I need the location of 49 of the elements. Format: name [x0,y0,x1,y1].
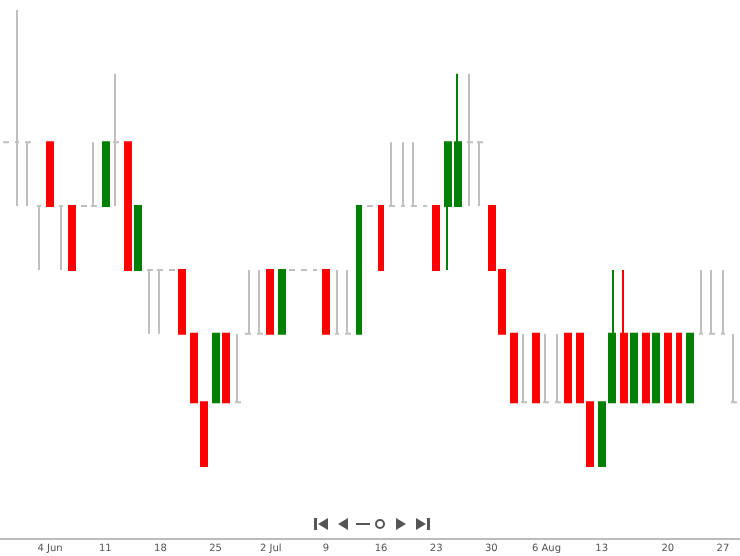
candlestick [664,332,672,404]
candlestick [388,141,396,208]
candlestick [222,332,230,404]
candlestick [630,332,638,404]
candlestick [620,268,628,404]
candlestick [102,141,110,208]
candlestick [642,332,650,404]
candlestick [400,141,406,208]
candlestick [178,268,186,335]
candlestick [46,141,54,208]
candlestick [212,332,220,404]
candlestick [112,72,120,208]
candlestick [554,332,562,404]
candlestick [432,205,440,271]
candlestick [134,205,142,271]
candlestick [730,332,738,404]
candlestick [564,332,572,404]
candlestick [344,268,352,335]
candlestick [68,205,76,271]
candlestick [256,268,264,335]
candlestick [356,205,362,335]
candlestick [686,332,694,404]
candlestick [652,332,660,404]
candlestick [698,268,704,335]
candlestick [58,205,64,271]
candlestick [24,141,32,208]
candlestick [124,141,132,271]
candlestick [532,332,540,404]
candlestick [510,332,518,404]
candlestick [334,268,340,335]
candlestick [14,9,20,208]
candlestick [146,268,154,335]
candlestick [378,205,384,271]
candlestick [322,268,330,335]
candlestick [234,332,242,404]
candlestick [708,268,716,335]
candlestick [720,268,726,335]
candlestick [542,332,550,404]
candlestick [244,268,252,335]
candlestick [266,268,274,335]
candlestick [156,268,164,335]
candlestick [676,332,682,404]
candlestick [476,141,484,208]
candlestick [278,268,286,335]
candlestick [520,332,528,404]
candlestick [466,72,474,208]
candlestick [410,141,418,208]
candlestick [36,205,42,271]
candlestick [90,141,98,208]
